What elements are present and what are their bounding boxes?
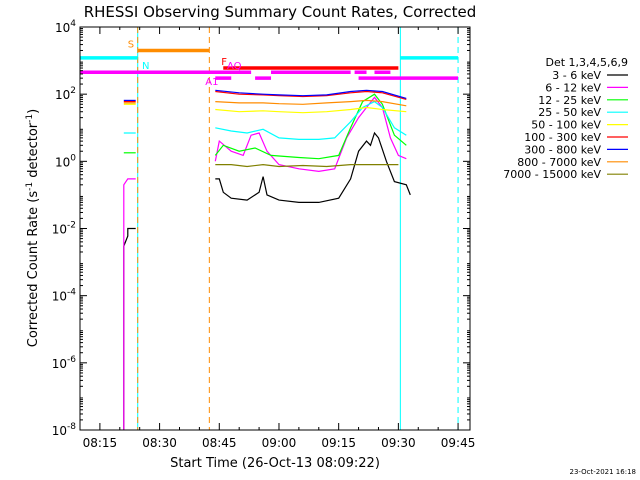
y-tick-label: 102 <box>55 86 76 102</box>
series-line <box>214 93 407 160</box>
series-line <box>123 178 136 430</box>
flag-label: S <box>128 39 134 50</box>
legend-entry-label: 6 - 12 keV <box>545 81 601 94</box>
flag-label: AQ <box>227 61 242 72</box>
footer-date: 23-Oct-2021 16:18 <box>570 468 636 476</box>
series-line <box>215 163 399 168</box>
y-axis: 104 102 100 10-2 10-4 10-6 10-8 <box>52 19 470 438</box>
x-axis-label: Start Time (26-Oct-13 08:09:22) <box>170 456 380 471</box>
legend-header: Det 1,3,4,5,6,9 <box>545 56 628 69</box>
flag-label: A1 <box>205 77 218 88</box>
x-tick-label: 09:00 <box>262 436 297 450</box>
series-line <box>215 131 411 203</box>
vertical-markers <box>80 27 459 430</box>
flag-label: F <box>221 57 227 68</box>
legend-entry-label: 12 - 25 keV <box>538 94 601 107</box>
y-tick-label: 10-6 <box>52 355 77 371</box>
plot-frame <box>79 26 471 431</box>
y-tick-label: 10-2 <box>52 221 76 237</box>
series-lines <box>123 89 411 430</box>
legend-entry-label: 7000 - 15000 keV <box>503 168 601 181</box>
x-tick-label: 08:15 <box>83 436 118 450</box>
x-tick-label: 09:30 <box>381 436 416 450</box>
flag-bars: SN F AQ A1 <box>80 39 459 88</box>
x-tick-label: 09:45 <box>441 436 476 450</box>
chart-title: RHESSI Observing Summary Count Rates, Co… <box>84 3 477 21</box>
series-line <box>123 227 136 430</box>
series-line <box>215 99 407 107</box>
x-tick-label: 08:30 <box>142 436 177 450</box>
legend-entry-label: 100 - 300 keV <box>524 131 601 144</box>
y-axis-label: Corrected Count Rate (s-1 detector-1) <box>25 109 41 347</box>
x-axis: 08:15 08:30 08:45 09:00 09:15 09:30 09:45 <box>79 27 476 450</box>
y-tick-label: 104 <box>55 19 76 35</box>
y-tick-label: 10-8 <box>52 422 77 438</box>
x-tick-label: 09:15 <box>321 436 356 450</box>
series-line <box>215 100 407 140</box>
series-line <box>215 89 407 99</box>
y-tick-label: 100 <box>55 153 76 169</box>
legend-entry-label: 3 - 6 keV <box>552 69 601 82</box>
flag-label: N <box>142 61 149 72</box>
legend-entry-label: 300 - 800 keV <box>524 143 601 156</box>
legend-entry-label: 800 - 7000 keV <box>517 156 601 169</box>
legend-entry-label: 25 - 50 keV <box>538 106 601 119</box>
legend-entry-label: 50 - 100 keV <box>531 119 601 132</box>
y-tick-label: 10-4 <box>52 288 77 304</box>
x-tick-label: 08:45 <box>202 436 237 450</box>
series-line <box>215 90 407 100</box>
series-line <box>215 106 407 114</box>
